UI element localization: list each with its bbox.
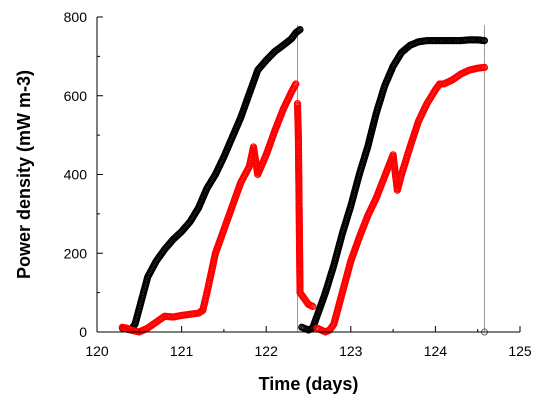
data-point	[295, 26, 303, 34]
ticks-layer: 0 200 400 600 800 120 121 122 123 124 125	[64, 9, 532, 359]
series-1	[118, 63, 489, 336]
y-axis-title: Power density (mW m-3)	[14, 70, 34, 279]
x-tick-label: 121	[170, 343, 194, 359]
x-tick-label: 123	[339, 343, 363, 359]
y-tick-label: 0	[79, 324, 87, 340]
x-tick-label: 125	[508, 343, 532, 359]
x-axis-title: Time (days)	[259, 374, 359, 394]
y-tick-label: 800	[64, 9, 88, 25]
y-tick-label: 600	[64, 88, 88, 104]
data-point	[480, 63, 489, 72]
x-tick-label: 122	[255, 343, 279, 359]
data-point	[292, 80, 300, 88]
data-layer	[118, 26, 489, 336]
y-tick-label: 400	[64, 167, 88, 183]
axes-layer	[96, 17, 520, 333]
y-tick-label: 200	[64, 245, 88, 261]
data-point	[480, 37, 489, 45]
data-point	[309, 302, 317, 311]
data-point	[296, 26, 304, 34]
x-tick-label: 120	[85, 343, 109, 359]
series-0	[118, 26, 489, 334]
x-tick-label: 124	[424, 343, 448, 359]
